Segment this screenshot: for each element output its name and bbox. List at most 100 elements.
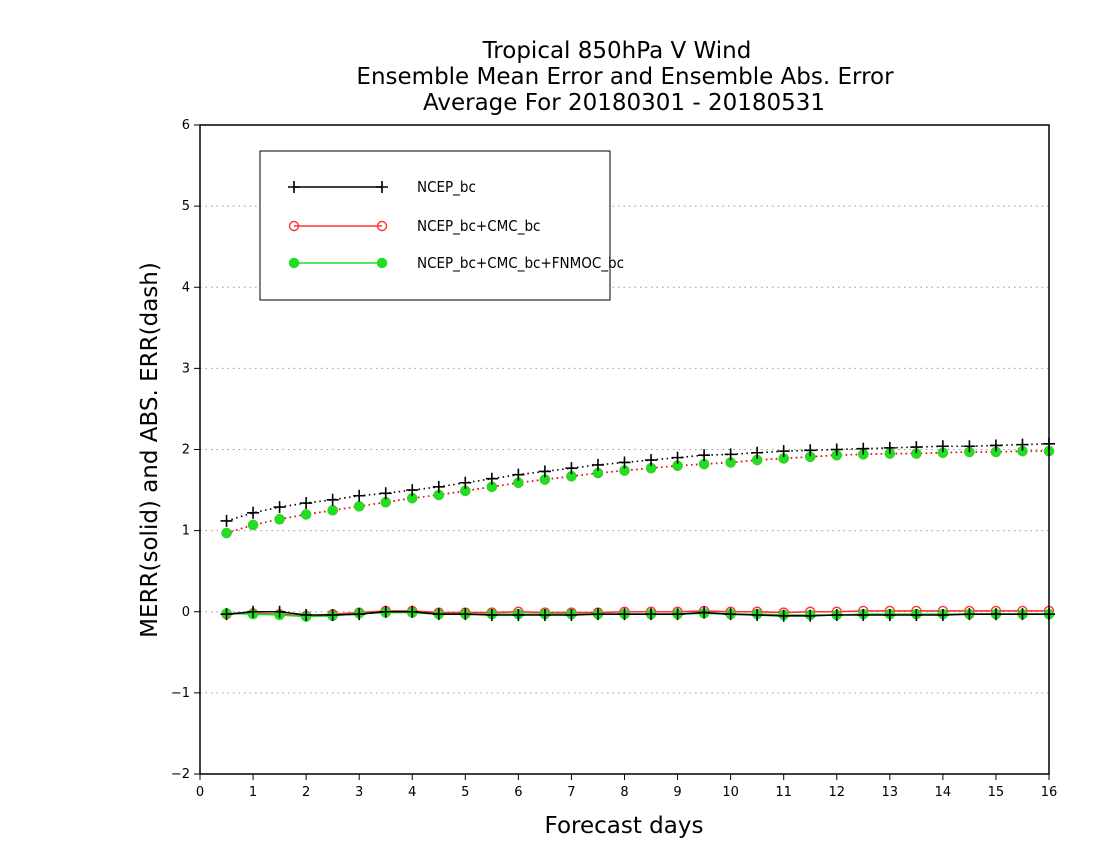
legend-item-NCEP_bc+CMC_bc+FNMOC_bc: NCEP_bc+CMC_bc+FNMOC_bc [288, 254, 624, 273]
plus-marker [645, 608, 658, 621]
plus-marker [989, 439, 1002, 452]
open-circle-marker [376, 220, 388, 232]
legend-item-NCEP_bc+CMC_bc: NCEP_bc+CMC_bc [288, 217, 540, 236]
filled-circle-marker [300, 509, 312, 520]
plus-marker [459, 476, 472, 489]
x-tick-label: 15 [988, 785, 1005, 800]
abs-err-line [226, 450, 1049, 534]
plus-marker [591, 458, 604, 471]
x-tick-label: 13 [882, 785, 899, 800]
plus-marker [406, 484, 419, 497]
plus-marker [724, 608, 737, 621]
open-circle-marker [288, 220, 300, 232]
x-tick-label: 6 [514, 785, 522, 800]
y-tick-label: −2 [171, 767, 190, 782]
legend: NCEP_bc NCEP_bc+CMC_bc NCEP_bc+CMC_bc+FNMO… [259, 150, 624, 301]
plus-marker [936, 608, 949, 621]
plus-marker [830, 608, 843, 621]
plus-marker [591, 608, 604, 621]
plus-marker [353, 489, 366, 502]
filled-circle-marker [353, 501, 365, 512]
plus-marker [671, 451, 684, 464]
plus-marker [857, 442, 870, 455]
plus-marker [273, 501, 286, 514]
plus-marker [751, 608, 764, 621]
y-tick-label: 1 [182, 524, 190, 539]
x-tick-label: 7 [567, 785, 575, 800]
plus-marker [804, 609, 817, 622]
plus-marker [963, 608, 976, 621]
filled-circle-marker [221, 527, 232, 539]
plus-marker [804, 444, 817, 457]
plus-marker [485, 472, 498, 485]
legend-label: NCEP_bc [417, 178, 476, 197]
plus-marker [406, 605, 419, 618]
plus-marker [565, 462, 578, 475]
plus-marker [485, 608, 498, 621]
plus-marker [830, 443, 843, 456]
plus-marker [376, 181, 388, 193]
plus-marker [618, 456, 631, 469]
chart-title: Tropical 850hPa V Wind Ensemble Mean Err… [356, 38, 894, 116]
y-axis-title: MERR(solid) and ABS. ERR(dash) [137, 262, 163, 638]
plus-marker [512, 608, 525, 621]
x-tick-label: 1 [249, 785, 257, 800]
filled-circle-marker [327, 505, 338, 516]
abs-err-line [226, 443, 1050, 522]
plus-marker [326, 608, 339, 621]
plus-marker [512, 468, 525, 481]
plus-marker [910, 441, 923, 454]
plus-marker [459, 608, 472, 621]
plus-marker [645, 454, 658, 467]
plus-marker [247, 605, 260, 618]
plus-marker [724, 448, 737, 461]
plus-marker [989, 608, 1002, 621]
series-NCEP_bc+CMC_bc+FNMOC_bc [221, 445, 1055, 622]
y-tick-label: 0 [182, 605, 190, 620]
series-NCEP_bc+CMC_bc [221, 445, 1055, 622]
plus-marker [698, 449, 711, 462]
plus-marker [379, 605, 392, 618]
plus-marker [379, 487, 392, 500]
plus-marker [300, 608, 313, 621]
legend-item-NCEP_bc: NCEP_bc [288, 178, 476, 197]
filled-circle-marker [247, 519, 259, 531]
plus-marker [273, 605, 286, 618]
plus-marker [698, 606, 711, 619]
y-tick-label: 2 [182, 443, 190, 458]
x-tick-label: 9 [673, 785, 681, 800]
x-tick-label: 11 [775, 785, 792, 800]
x-tick-label: 14 [935, 785, 952, 800]
plus-marker [777, 609, 790, 622]
legend-label: NCEP_bc+CMC_bc [417, 217, 540, 236]
plus-marker [565, 608, 578, 621]
x-tick-label: 8 [620, 785, 628, 800]
title-line-3: Average For 20180301 - 20180531 [423, 90, 825, 116]
plus-marker [538, 608, 551, 621]
x-tick-label: 4 [408, 785, 416, 800]
y-tick-label: 3 [182, 361, 190, 376]
plus-marker [936, 440, 949, 453]
plus-marker [353, 608, 366, 621]
plus-marker [618, 608, 631, 621]
y-tick-label: −1 [171, 686, 190, 701]
plus-marker [1016, 438, 1029, 451]
plus-marker [1016, 608, 1029, 621]
plus-marker [857, 608, 870, 621]
title-line-2: Ensemble Mean Error and Ensemble Abs. Er… [356, 64, 894, 90]
x-tick-label: 5 [461, 785, 469, 800]
plus-marker [883, 441, 896, 454]
series-NCEP_bc [220, 437, 1055, 622]
x-tick-label: 12 [828, 785, 845, 800]
plus-marker [326, 493, 339, 506]
plus-marker [883, 608, 896, 621]
plus-marker [777, 445, 790, 458]
x-tick-label: 2 [302, 785, 310, 800]
plus-marker [247, 506, 260, 519]
plus-marker [300, 497, 313, 510]
x-tick-label: 10 [722, 785, 739, 800]
legend-label: NCEP_bc+CMC_bc+FNMOC_bc [417, 254, 624, 273]
